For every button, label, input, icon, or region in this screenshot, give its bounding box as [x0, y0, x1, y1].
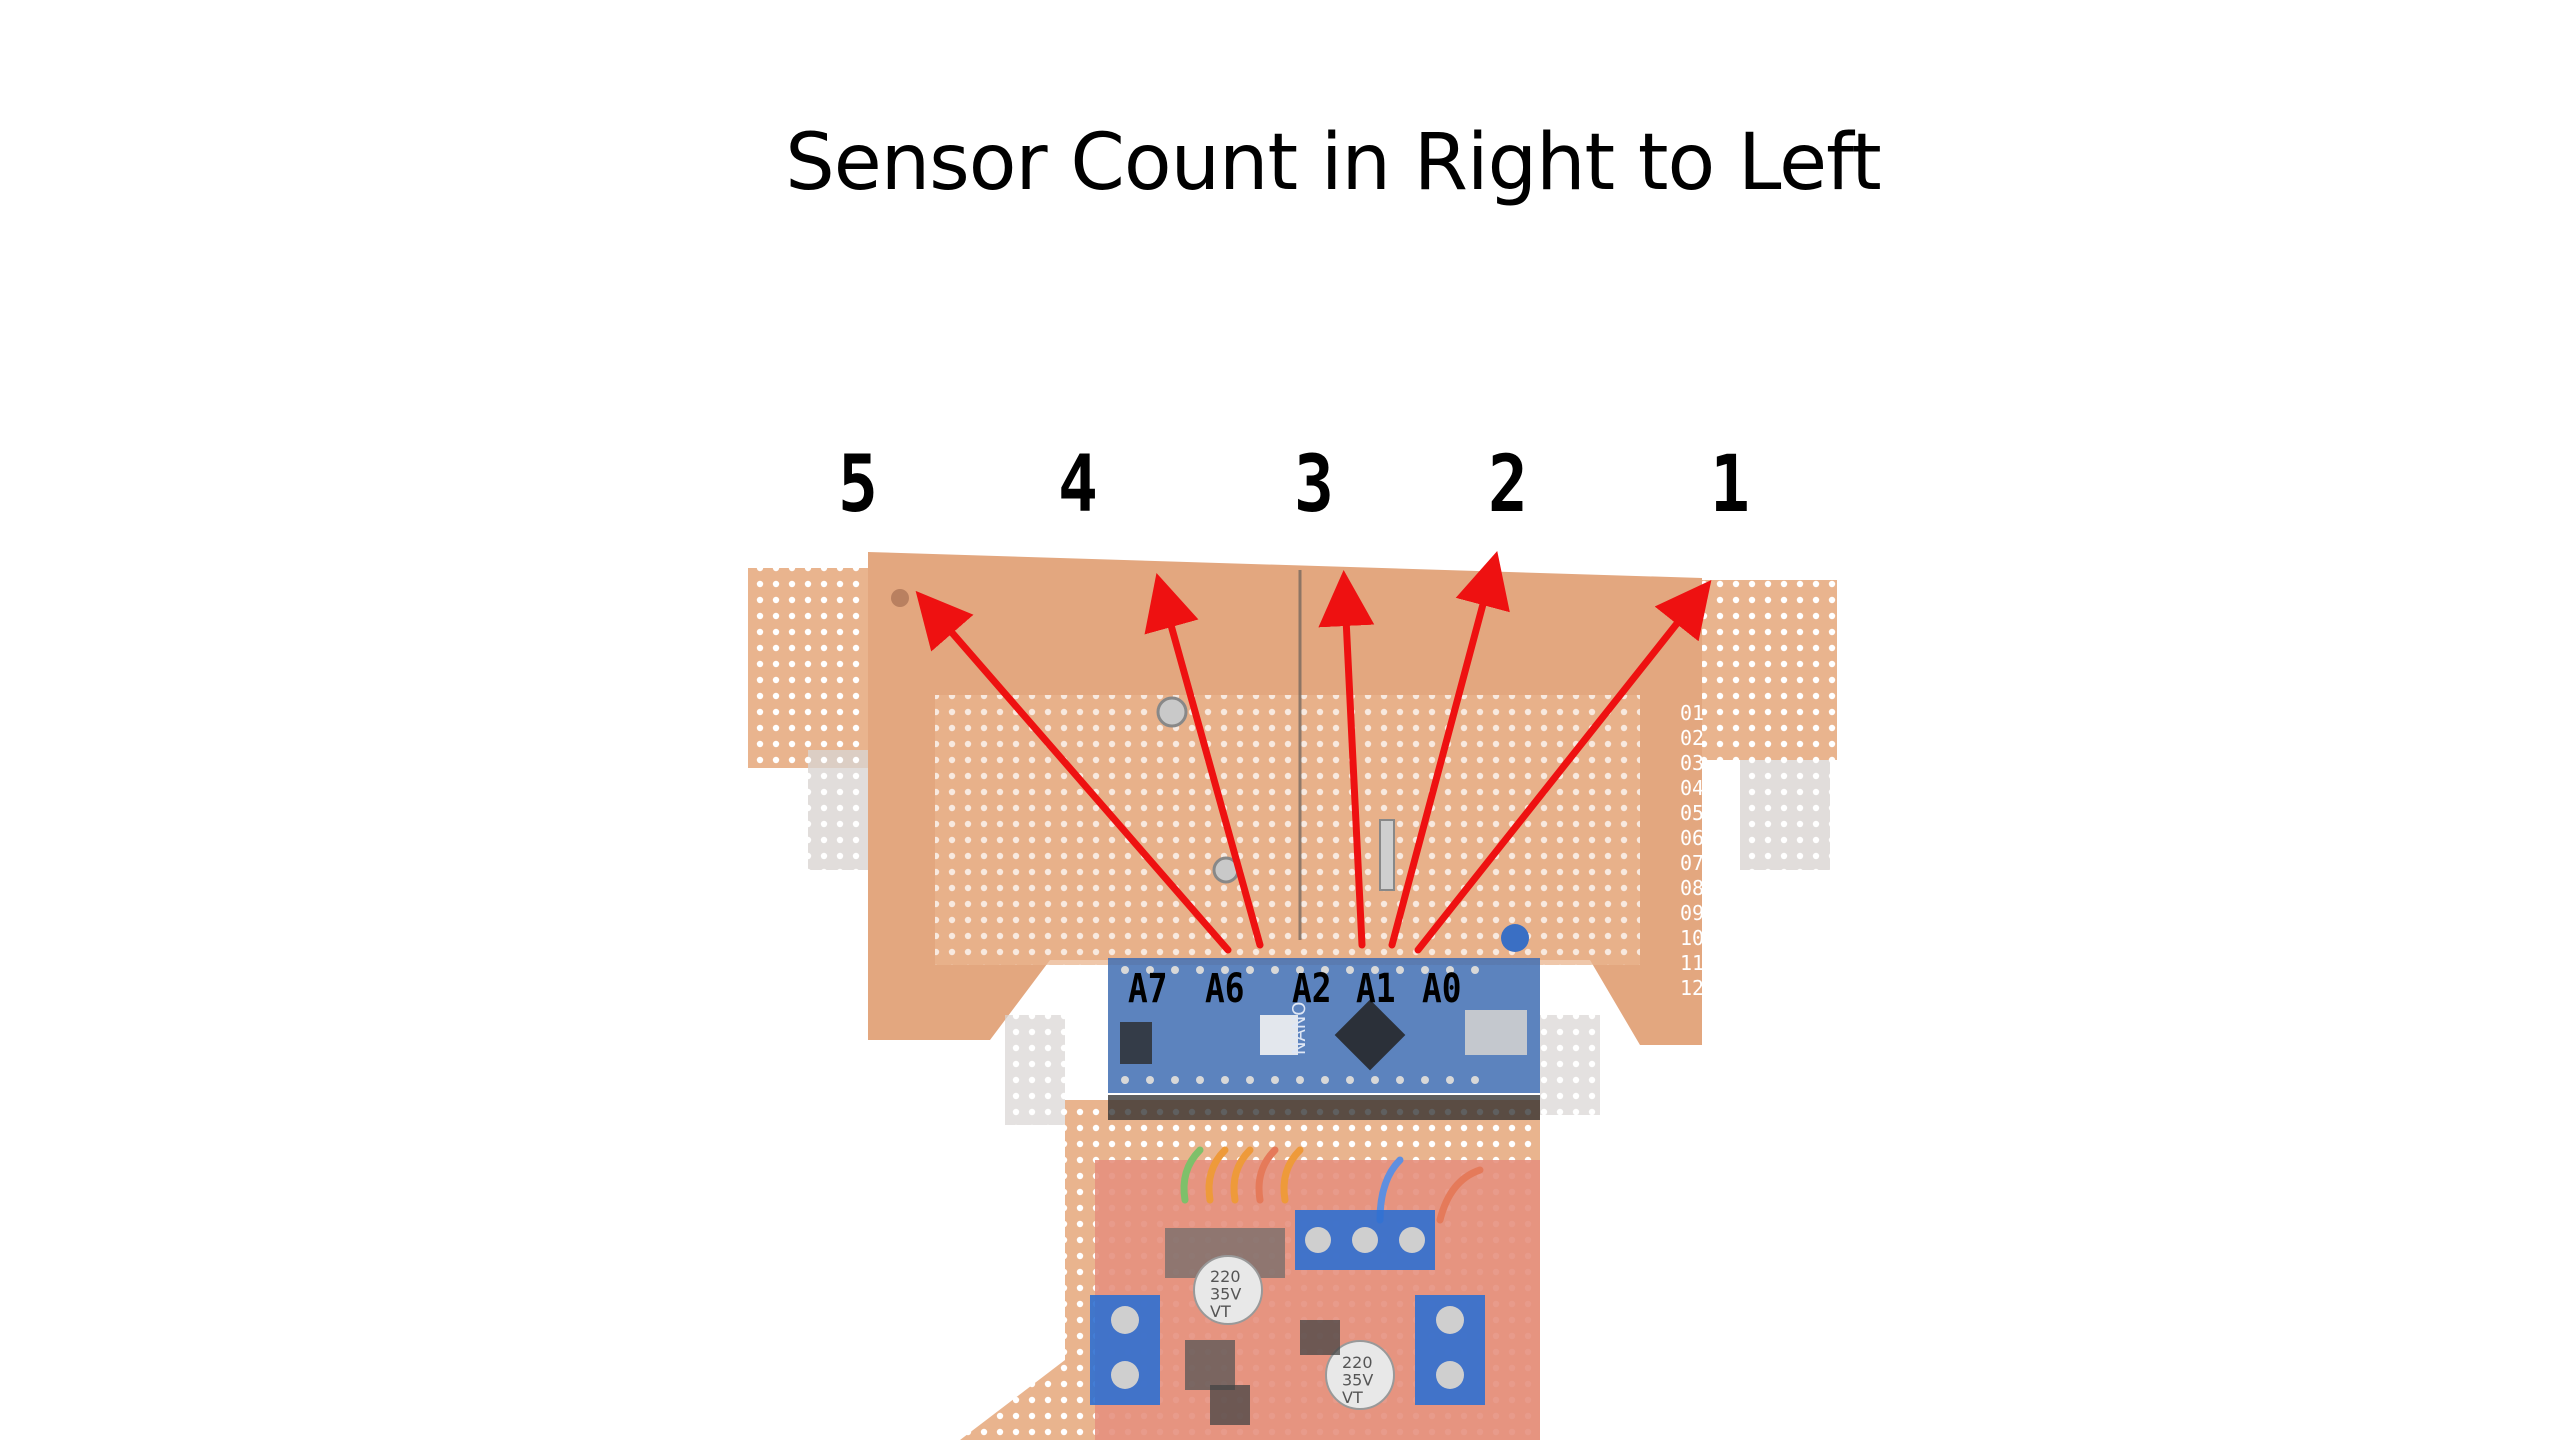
svg-text:06: 06 — [1680, 826, 1704, 850]
svg-text:07: 07 — [1680, 851, 1704, 875]
svg-text:10: 10 — [1680, 926, 1704, 950]
pin-label-a0: A0 — [1422, 966, 1462, 1012]
svg-text:09: 09 — [1680, 901, 1704, 925]
svg-text:04: 04 — [1680, 776, 1704, 800]
arrow-a2-to-sensor-3 — [1318, 570, 1375, 949]
arrow-a0-to-sensor-1 — [1414, 580, 1712, 954]
sensor-number-5: 5 — [838, 440, 878, 530]
sensor-number-1: 1 — [1710, 440, 1750, 530]
svg-text:03: 03 — [1680, 751, 1704, 775]
svg-text:11: 11 — [1680, 951, 1704, 975]
capacitor-label-1: 220 35V VT — [1210, 1267, 1241, 1321]
left-wing-board — [748, 568, 878, 870]
page-title: Sensor Count in Right to Left — [785, 118, 1882, 208]
capacitor-label-2: 220 35V VT — [1342, 1353, 1373, 1407]
driver-board: 220 35V VT 220 35V VT — [960, 1015, 1600, 1440]
svg-text:05: 05 — [1680, 801, 1704, 825]
arduino-nano: NANO — [1108, 958, 1540, 1120]
pin-label-a2: A2 — [1292, 966, 1332, 1012]
arrow-a6-to-sensor-4 — [1144, 573, 1264, 949]
arrow-a7-to-sensor-5 — [915, 590, 1232, 954]
sensor-number-2: 2 — [1488, 440, 1528, 530]
svg-text:12: 12 — [1680, 976, 1704, 1000]
pin-label-a6: A6 — [1205, 966, 1245, 1012]
pin-label-a7: A7 — [1128, 966, 1168, 1012]
pin-label-a1: A1 — [1356, 966, 1396, 1012]
nano-label: NANO — [1289, 1002, 1310, 1055]
sensor-number-3: 3 — [1294, 440, 1334, 530]
right-wing-board — [1702, 580, 1837, 870]
arrows — [915, 550, 1712, 954]
arrow-a1-to-sensor-2 — [1388, 550, 1510, 949]
svg-text:08: 08 — [1680, 876, 1704, 900]
sensor-number-4: 4 — [1058, 440, 1098, 530]
svg-text:01: 01 — [1680, 701, 1704, 725]
svg-text:02: 02 — [1680, 726, 1704, 750]
